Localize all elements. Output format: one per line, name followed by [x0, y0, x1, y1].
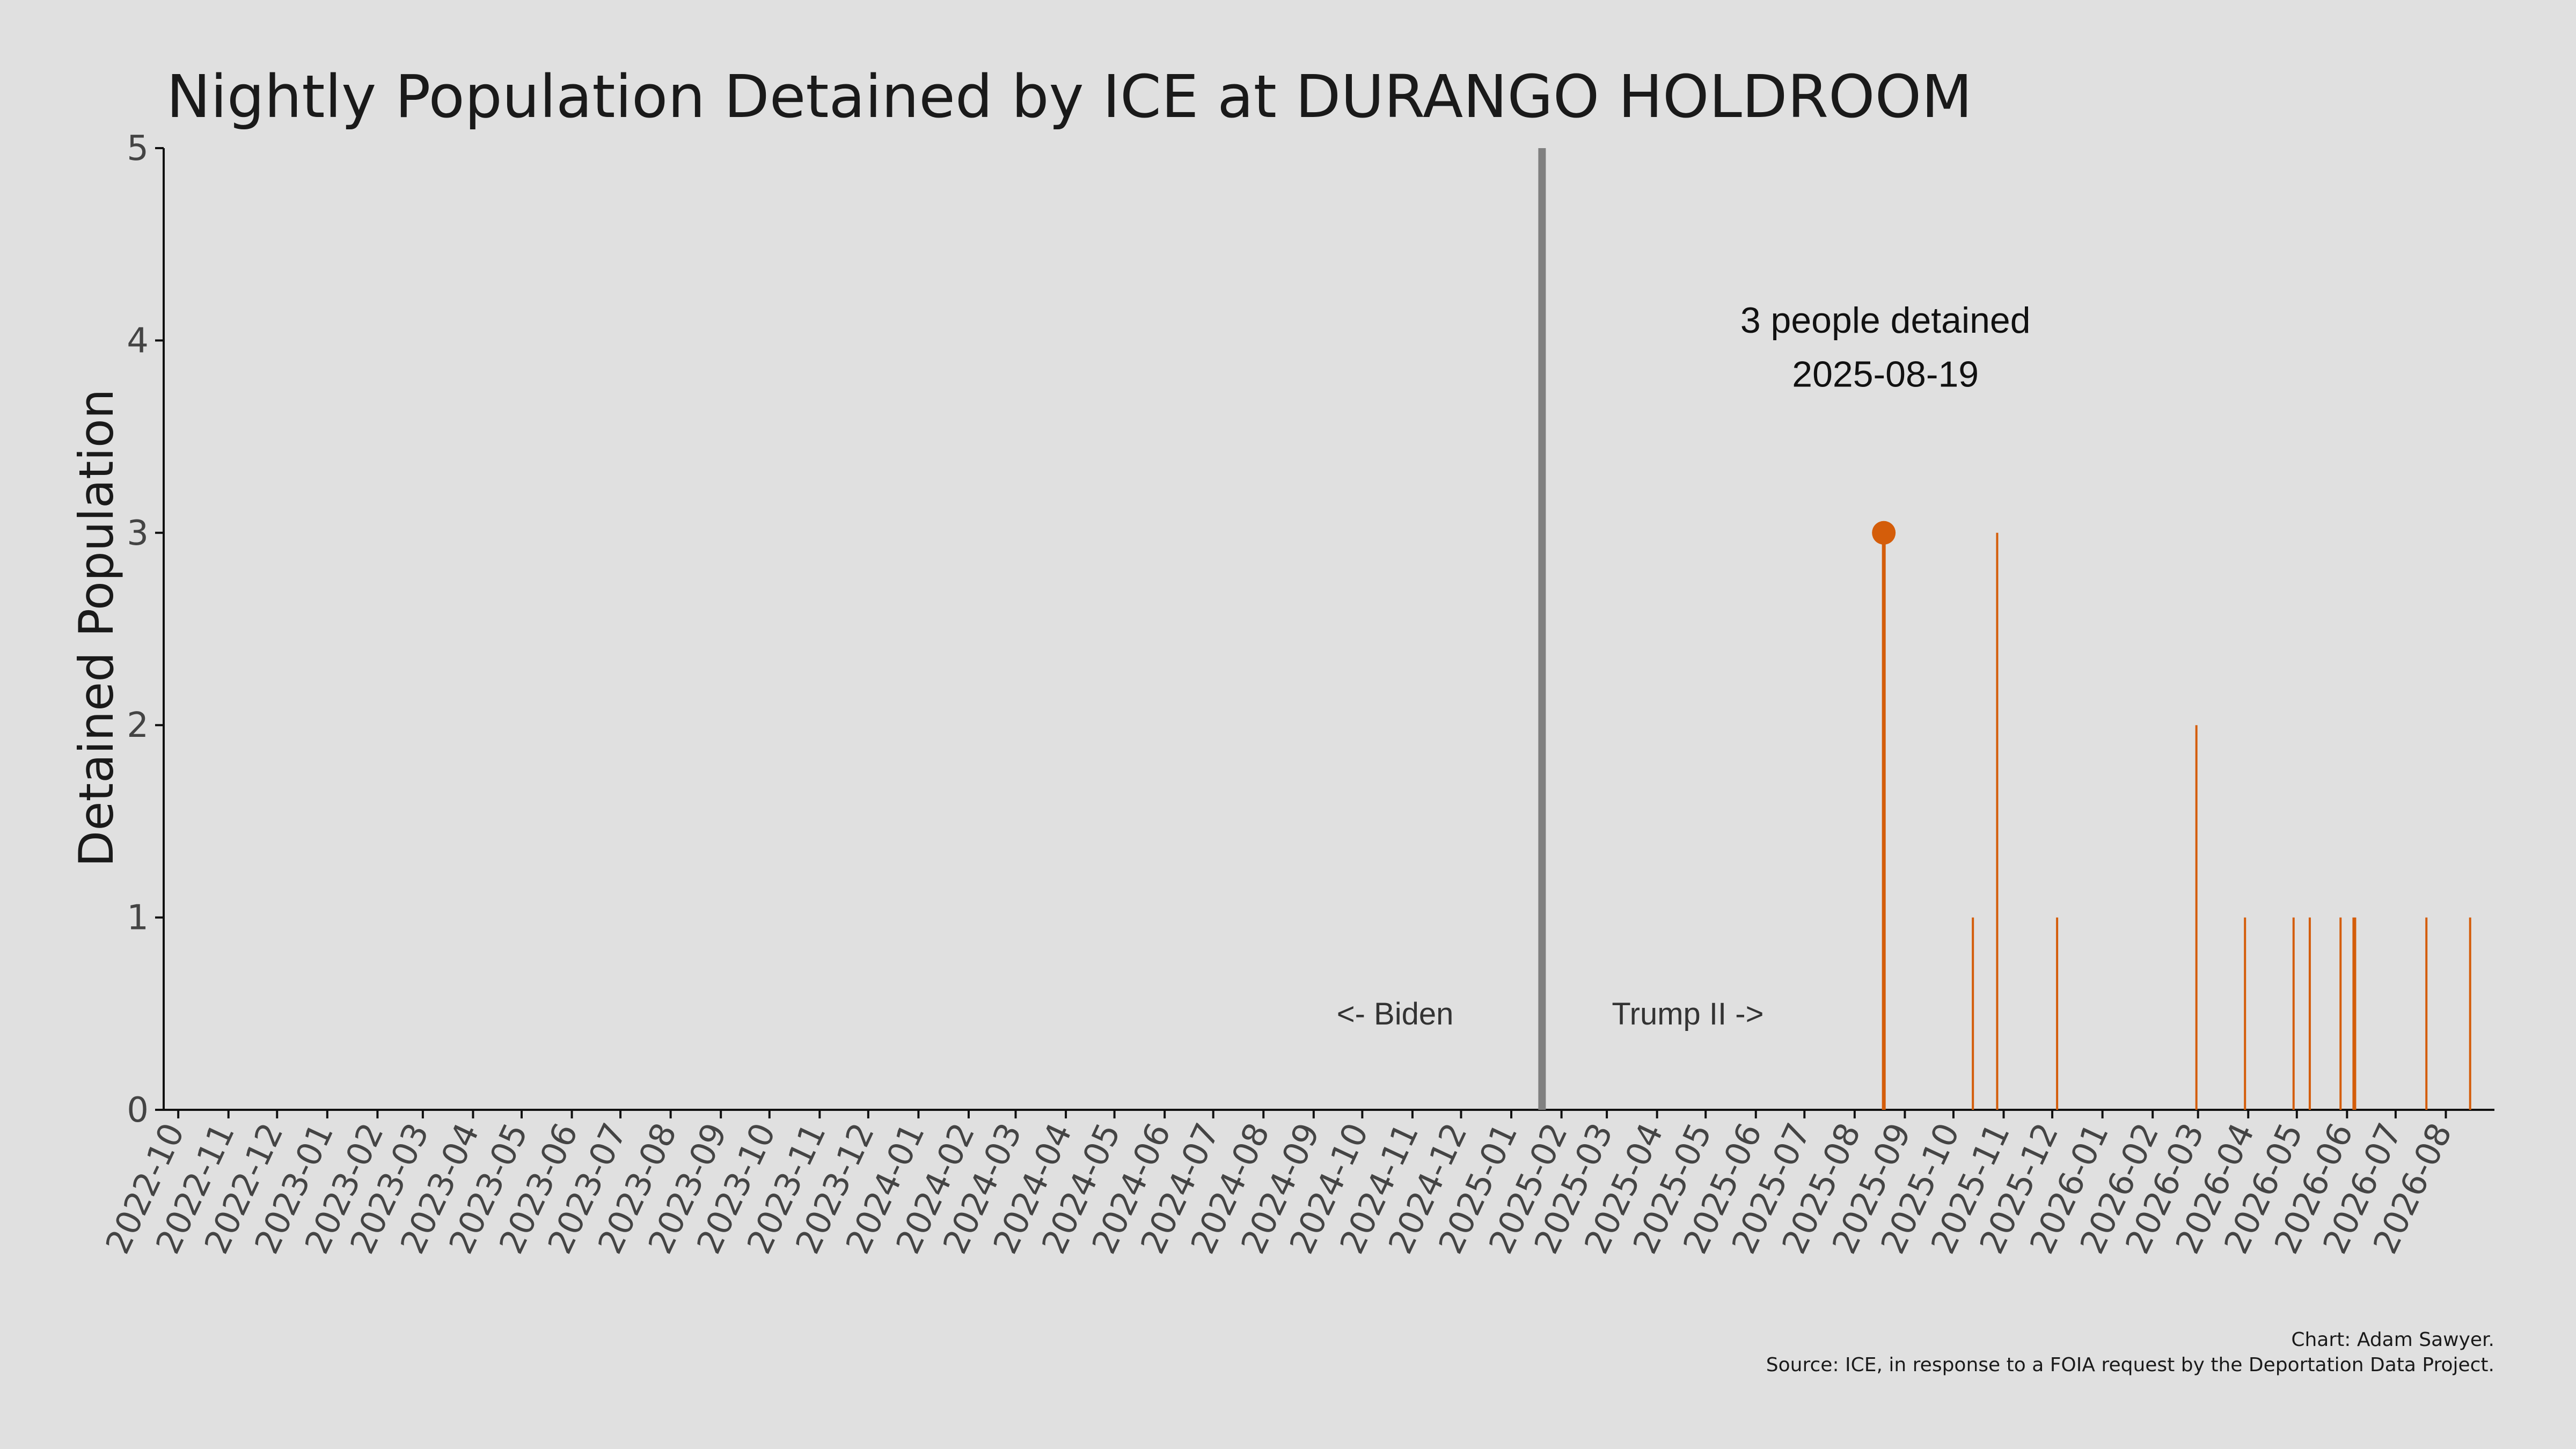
trump-label: Trump II -> — [1612, 997, 1763, 1031]
y-axis-label: Detained Population — [69, 389, 124, 867]
chart-credit: Chart: Adam Sawyer. — [2291, 1329, 2494, 1351]
highlight-annotation-count: 3 people detained — [1740, 300, 2031, 341]
y-tick-label: 4 — [127, 321, 149, 361]
chart-title: Nightly Population Detained by ICE at DU… — [166, 62, 1972, 131]
data-source-note: Source: ICE, in response to a FOIA reque… — [1766, 1354, 2494, 1376]
x-ticks: 2022-102022-112022-122023-012023-022023-… — [98, 1110, 2460, 1260]
y-tick-label: 2 — [127, 706, 149, 745]
y-tick-label: 3 — [127, 514, 149, 553]
y-ticks: 0 1 2 3 4 5 — [127, 129, 164, 1130]
data-bars — [1882, 532, 2471, 1110]
y-tick-label: 5 — [127, 129, 149, 169]
y-tick-label: 0 — [127, 1091, 149, 1130]
axes — [163, 148, 2494, 1111]
y-tick-label: 1 — [127, 898, 149, 938]
highlight-point — [1872, 521, 1896, 545]
highlight-annotation-date: 2025-08-19 — [1792, 354, 1979, 394]
biden-label: <- Biden — [1337, 997, 1454, 1031]
